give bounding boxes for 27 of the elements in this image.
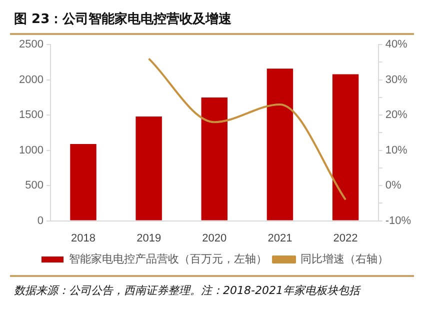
y2-tick-label: 30% — [385, 74, 408, 86]
source-note: 数据来源：公司公告，西南证券整理。注：2018-2021年家电板块包括 — [13, 283, 362, 298]
legend-label: 同比增速（右轴） — [300, 252, 388, 266]
bar — [70, 144, 96, 220]
x-tick-label: 2018 — [71, 232, 96, 244]
y2-tick-label: 20% — [385, 109, 408, 122]
bar — [201, 97, 228, 220]
y2-tick-label: 40% — [385, 38, 408, 51]
bar — [266, 68, 294, 220]
x-tick-label: 2021 — [268, 232, 292, 244]
y-tick-label: 0 — [37, 214, 44, 227]
x-tick-label: 2019 — [136, 232, 162, 244]
y-tick-label: 500 — [25, 180, 44, 192]
y-tick-label: 2500 — [18, 38, 44, 51]
y2-tick-label: 10% — [385, 144, 408, 156]
chart-title: 图 23：公司智能家电电控营收及增速 — [13, 10, 233, 29]
bar — [332, 74, 359, 220]
x-tick-label: 2022 — [333, 232, 358, 244]
y-tick-label: 2000 — [18, 74, 44, 86]
y2-tick-label: 0% — [385, 180, 402, 192]
line-series — [148, 58, 347, 201]
y-tick-label: 1000 — [18, 144, 44, 156]
bar — [136, 116, 162, 220]
y-tick-label: 1500 — [18, 109, 44, 122]
x-tick-label: 2020 — [202, 232, 227, 244]
legend-label: 智能家电电控产品营收（百万元，左轴） — [69, 252, 267, 266]
y2-tick-label: -10% — [385, 214, 412, 227]
